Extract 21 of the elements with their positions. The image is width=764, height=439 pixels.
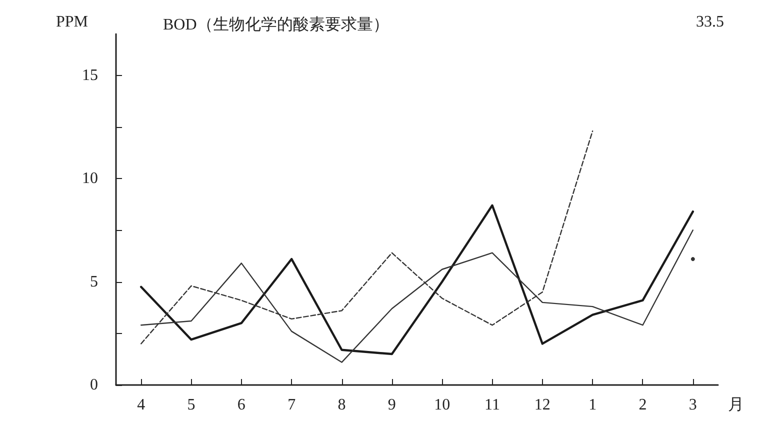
x-tick-label: 10 [434,396,450,414]
x-tick-label: 7 [288,396,296,414]
line-series [140,204,694,356]
x-tick-label: 4 [137,396,146,414]
chart-title: BOD（生物化学的酸素要求量） [163,16,389,34]
y-tick-label: 10 [82,170,98,188]
y-tick-label: 0 [90,376,98,394]
x-tick-label: 1 [588,396,597,414]
x-tick-label: 6 [237,396,246,414]
x-tick-label: 8 [338,396,346,414]
y-tick-label: 15 [82,66,98,84]
text: 33.5 [696,14,724,30]
x-tick-label: 11 [484,396,500,414]
x-axis-title: 月 [728,396,744,414]
x-tick-label: 9 [388,396,396,414]
x-tick-label: 5 [187,396,196,414]
x-tick-label: 2 [638,396,647,414]
y-tick-label: 5 [90,273,98,290]
x-tick-label: 12 [534,396,550,414]
y-axis-title: PPM [56,14,88,30]
x-tick-label: 3 [688,396,697,414]
